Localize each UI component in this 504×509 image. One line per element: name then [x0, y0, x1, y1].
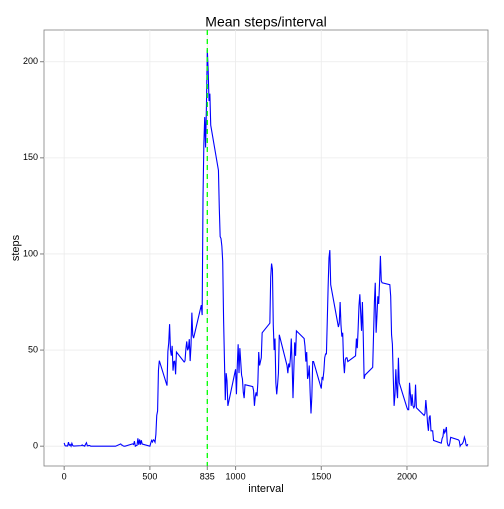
y-tick-label: 0: [33, 441, 38, 451]
x-tick-label: 835: [200, 471, 215, 481]
x-tick-label: 0: [62, 471, 67, 481]
panel: [43, 29, 489, 467]
chart-title: Mean steps/interval: [205, 14, 326, 30]
x-tick-label: 500: [142, 471, 157, 481]
y-tick-label: 50: [28, 344, 38, 354]
x-tick-label: 1500: [311, 471, 331, 481]
x-tick-label: 2000: [397, 471, 417, 481]
y-axis-title: steps: [10, 234, 22, 261]
y-tick-label: 150: [23, 152, 38, 162]
y-tick-label: 200: [23, 56, 38, 66]
x-tick-label: 1000: [226, 471, 246, 481]
y-tick-label: 100: [23, 248, 38, 258]
x-axis-title: interval: [248, 483, 283, 495]
line: [63, 49, 469, 448]
